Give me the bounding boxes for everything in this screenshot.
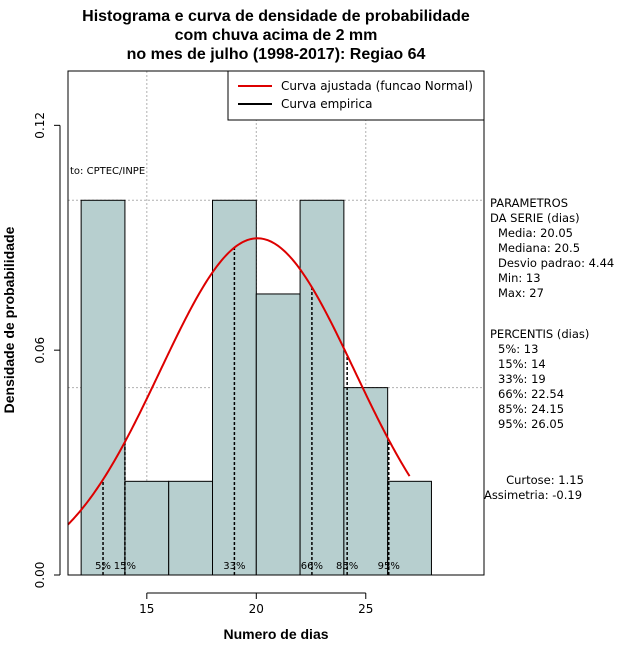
normal-curve-line: [67, 237, 411, 526]
y-tick-label: 0.06: [33, 337, 47, 364]
x-tick-label: 25: [358, 602, 373, 616]
chart-title: Histograma e curva de densidade de proba…: [82, 8, 470, 63]
percentis-line: 15%: 14: [498, 357, 546, 371]
percentile-label: 5%: [95, 561, 111, 572]
percentile-lines: 5% 15% 33% 66% 85% 95%: [95, 247, 400, 575]
normal-curve: [67, 237, 411, 526]
percentis-line: 33%: 19: [498, 372, 546, 386]
histogram-bar: [255, 293, 301, 576]
x-tick-label: 20: [249, 602, 264, 616]
parametros-line: Min: 13: [498, 271, 541, 285]
title-line-3: no mes de julho (1998-2017): Regiao 64: [127, 46, 426, 63]
title-line-2: com chuva acima de 2 mm: [175, 27, 378, 44]
percentile-label: 85%: [336, 561, 358, 572]
histogram-bar: [343, 387, 389, 576]
credit-text: to: CPTEC/INPE: [70, 166, 145, 177]
parametros-line: DA SERIE (dias): [490, 211, 580, 225]
parametros-line: Mediana: 20.5: [498, 241, 580, 255]
title-line-1: Histograma e curva de densidade de proba…: [82, 8, 470, 25]
y-axis-label: Densidade de probabilidade: [1, 226, 17, 413]
legend-label-empirical: Curva empirica: [281, 97, 372, 111]
x-axis-label: Numero de dias: [223, 626, 328, 642]
percentile-label: 95%: [378, 561, 400, 572]
percentis-line: 5%: 13: [498, 342, 538, 356]
parametros-line: Desvio padrao: 4.44: [498, 256, 614, 270]
parametros-line: Media: 20.05: [498, 226, 573, 240]
percentis-line: 66%: 22.54: [498, 387, 564, 401]
axes: 15 20 25 0.00 0.06 0.12: [33, 112, 373, 616]
percentis-line: 85%: 24.15: [498, 402, 564, 416]
percentile-label: 15%: [114, 561, 136, 572]
y-tick-label: 0.00: [33, 562, 47, 589]
histogram-bar: [299, 199, 345, 576]
skewness-text: Assimetria: -0.19: [484, 488, 582, 502]
parametros-line: PARAMETROS: [490, 196, 568, 210]
histogram-bar: [124, 480, 170, 576]
legend-box: [227, 70, 485, 121]
kurtosis-text: Curtose: 1.15: [506, 473, 584, 487]
y-tick-label: 0.12: [33, 112, 47, 139]
percentile-label: 66%: [301, 561, 323, 572]
percentile-label: 33%: [223, 561, 245, 572]
percentis-line: PERCENTIS (dias): [490, 327, 589, 341]
legend: Curva ajustada (funcao Normal) Curva emp…: [227, 70, 485, 121]
histogram-bar: [168, 480, 214, 576]
percentis-line: 95%: 26.05: [498, 417, 564, 431]
parametros-line: Max: 27: [498, 286, 544, 300]
x-tick-label: 15: [139, 602, 154, 616]
legend-label-fitted: Curva ajustada (funcao Normal): [281, 79, 473, 93]
